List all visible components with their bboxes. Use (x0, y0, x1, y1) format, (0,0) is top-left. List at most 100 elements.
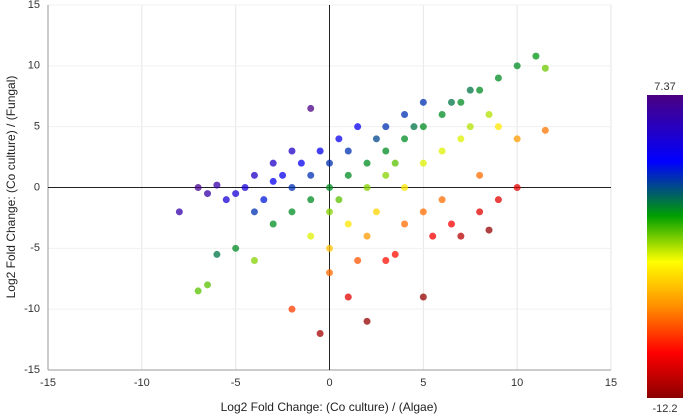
point (363, 317, 371, 325)
point (326, 184, 333, 191)
x-tick-label: 15 (605, 377, 617, 389)
y-tick-label: 5 (34, 121, 40, 133)
point (213, 181, 221, 189)
point (541, 126, 549, 134)
x-axis-title: Log2 Fold Change: (Co culture) / (Algae) (221, 400, 438, 414)
point (438, 196, 446, 204)
x-tick-label: -5 (231, 377, 241, 389)
point (419, 159, 427, 167)
point (532, 52, 540, 60)
point (241, 184, 249, 191)
point (307, 171, 315, 179)
point (447, 98, 455, 106)
point (382, 123, 390, 131)
point (476, 86, 484, 94)
point (344, 147, 352, 155)
point (316, 147, 324, 155)
point (457, 232, 465, 240)
point (476, 208, 484, 216)
y-tick-label: 15 (28, 0, 40, 11)
point (419, 208, 427, 216)
point (401, 220, 409, 228)
y-tick-label: -10 (24, 303, 40, 315)
point (279, 171, 287, 179)
point (288, 305, 296, 313)
point (326, 244, 333, 252)
point (541, 64, 549, 72)
point (250, 208, 258, 216)
point (260, 196, 268, 204)
point (419, 293, 427, 301)
point (457, 98, 465, 106)
point (401, 135, 409, 143)
point (232, 190, 240, 198)
point (326, 159, 333, 167)
point (232, 244, 240, 252)
point (419, 123, 427, 131)
point (382, 147, 390, 155)
point (485, 226, 493, 234)
point (391, 250, 399, 258)
colorbar-max-label: 7.37 (654, 81, 675, 93)
x-tick-label: 10 (511, 377, 523, 389)
point (194, 184, 202, 191)
point (269, 177, 277, 185)
point (466, 86, 474, 94)
point (391, 159, 399, 167)
point (297, 159, 305, 167)
point (175, 208, 183, 216)
point (288, 184, 296, 191)
point (326, 208, 333, 216)
point (204, 281, 212, 289)
point (485, 111, 493, 118)
x-tick-label: 5 (420, 377, 426, 389)
x-tick-label: 0 (326, 377, 332, 389)
point (288, 147, 296, 155)
point (382, 257, 390, 264)
point (307, 196, 315, 204)
y-tick-label: -15 (24, 364, 40, 376)
point (250, 257, 258, 264)
point (269, 159, 277, 167)
x-tick-label: -15 (40, 377, 56, 389)
point (494, 196, 502, 204)
point (344, 293, 352, 301)
colorbar-min-label: -12.2 (652, 403, 677, 415)
point (316, 330, 324, 337)
point (438, 111, 446, 118)
point (204, 190, 212, 198)
point (194, 287, 202, 295)
point (372, 135, 380, 143)
point (335, 135, 343, 143)
point (307, 104, 315, 112)
point (354, 257, 362, 264)
point (429, 232, 437, 240)
point (326, 269, 333, 277)
point (354, 123, 362, 131)
point (372, 208, 380, 216)
point (288, 208, 296, 216)
y-axis-title: Log2 Fold Change: (Co culture) / (Fungal… (4, 76, 18, 299)
point (250, 171, 258, 179)
point (363, 184, 371, 191)
point (213, 250, 221, 258)
y-tick-label: 0 (34, 181, 40, 193)
point (457, 135, 465, 143)
point (410, 123, 418, 131)
point (513, 184, 521, 191)
y-tick-label: 10 (28, 60, 40, 72)
point (344, 171, 352, 179)
point (401, 111, 409, 118)
point (307, 232, 315, 240)
point (269, 220, 277, 228)
point (447, 220, 455, 228)
point (401, 184, 409, 191)
point (222, 196, 230, 204)
point (335, 196, 343, 204)
point (363, 232, 371, 240)
point (513, 135, 521, 143)
x-tick-label: -10 (134, 377, 150, 389)
point (438, 147, 446, 155)
point (494, 74, 502, 82)
